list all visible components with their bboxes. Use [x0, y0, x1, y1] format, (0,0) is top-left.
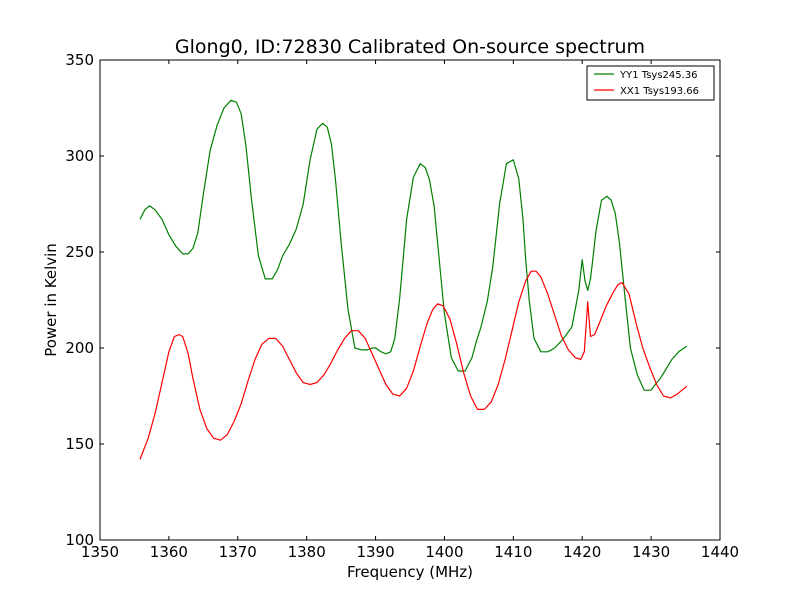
y-axis-label: Power in Kelvin: [42, 243, 60, 357]
series-line-yy1: [139, 99, 688, 391]
x-tick-label: 1430: [632, 543, 670, 561]
legend: YY1 Tsys245.36 XX1 Tsys193.66: [586, 65, 715, 101]
legend-entry: YY1 Tsys245.36: [619, 70, 698, 81]
y-tick-label: 300: [65, 147, 94, 165]
y-tick-label: 250: [65, 243, 94, 261]
chart-title: Glong0, ID:72830 Calibrated On-source sp…: [175, 36, 645, 58]
y-tick-label: 100: [65, 531, 94, 549]
x-tick-label: 1390: [356, 543, 394, 561]
x-tick-label: 1350: [81, 543, 119, 561]
x-tick-label: 1440: [701, 543, 739, 561]
y-tick-label: 350: [65, 51, 94, 69]
plot-frame: [99, 59, 721, 541]
x-axis-label: Frequency (MHz): [347, 563, 473, 581]
x-tick-label: 1420: [563, 543, 601, 561]
legend-box: [586, 65, 715, 101]
axis-ticks: 1350 1360 1370 1380 1390 1400 1410 1420 1430 1440…: [65, 51, 739, 561]
legend-entry: XX1 Tsys193.66: [620, 86, 699, 97]
series-line-xx1: [139, 270, 688, 460]
y-tick-label: 200: [65, 339, 94, 357]
plot-area: 1350 1360 1370 1380 1390 1400 1410 1420 1430 1440…: [65, 51, 739, 561]
x-tick-label: 1380: [288, 543, 326, 561]
x-tick-label: 1410: [494, 543, 532, 561]
x-tick-label: 1360: [150, 543, 188, 561]
series-lines: [139, 99, 688, 460]
y-tick-label: 150: [65, 435, 94, 453]
x-tick-label: 1370: [219, 543, 257, 561]
x-tick-label: 1400: [425, 543, 463, 561]
